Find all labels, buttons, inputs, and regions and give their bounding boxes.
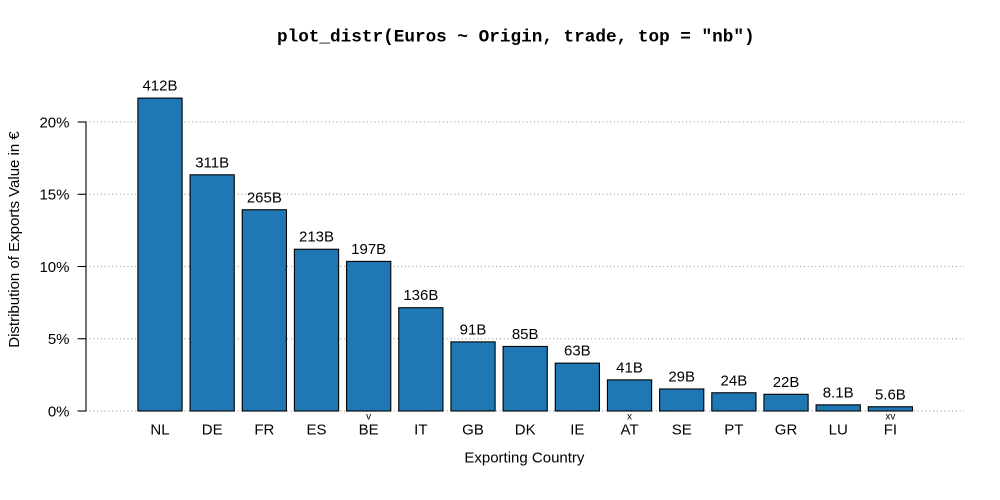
svg-text:IT: IT [414, 422, 427, 439]
svg-text:Exporting Country: Exporting Country [464, 450, 585, 467]
svg-text:20%: 20% [39, 114, 69, 131]
svg-text:5.6B: 5.6B [875, 386, 906, 403]
svg-text:NL: NL [150, 422, 169, 439]
svg-text:BE: BE [359, 422, 379, 439]
svg-text:xv: xv [885, 411, 895, 422]
svg-text:LU: LU [829, 422, 848, 439]
svg-text:plot_distr(Euros ~ Origin, tra: plot_distr(Euros ~ Origin, trade, top = … [277, 28, 755, 48]
svg-text:GR: GR [775, 422, 798, 439]
svg-text:265B: 265B [247, 189, 282, 206]
svg-text:85B: 85B [512, 326, 539, 343]
svg-text:x: x [627, 411, 632, 422]
svg-text:FI: FI [884, 422, 897, 439]
svg-text:Distribution of Exports Value: Distribution of Exports Value in € [6, 131, 23, 348]
svg-text:311B: 311B [195, 154, 229, 171]
svg-text:10%: 10% [39, 259, 69, 276]
svg-text:136B: 136B [403, 287, 438, 304]
svg-text:IE: IE [570, 422, 584, 439]
svg-text:AT: AT [620, 422, 638, 439]
svg-text:63B: 63B [564, 343, 591, 360]
svg-text:DK: DK [515, 422, 536, 439]
svg-text:FR: FR [254, 422, 274, 439]
svg-text:ES: ES [307, 422, 327, 439]
svg-text:197B: 197B [351, 241, 386, 258]
svg-text:213B: 213B [299, 229, 334, 246]
svg-text:v: v [366, 411, 371, 422]
svg-text:15%: 15% [39, 187, 69, 204]
svg-text:5%: 5% [48, 331, 70, 348]
svg-text:GB: GB [462, 422, 484, 439]
svg-text:91B: 91B [460, 321, 487, 338]
svg-text:PT: PT [724, 422, 743, 439]
svg-text:SE: SE [672, 422, 692, 439]
svg-text:41B: 41B [616, 359, 643, 376]
svg-text:8.1B: 8.1B [823, 384, 854, 401]
svg-text:22B: 22B [773, 374, 800, 391]
svg-text:0%: 0% [48, 403, 70, 420]
svg-text:24B: 24B [721, 372, 748, 389]
svg-text:412B: 412B [142, 78, 177, 95]
svg-text:DE: DE [202, 422, 223, 439]
svg-text:29B: 29B [668, 368, 695, 385]
